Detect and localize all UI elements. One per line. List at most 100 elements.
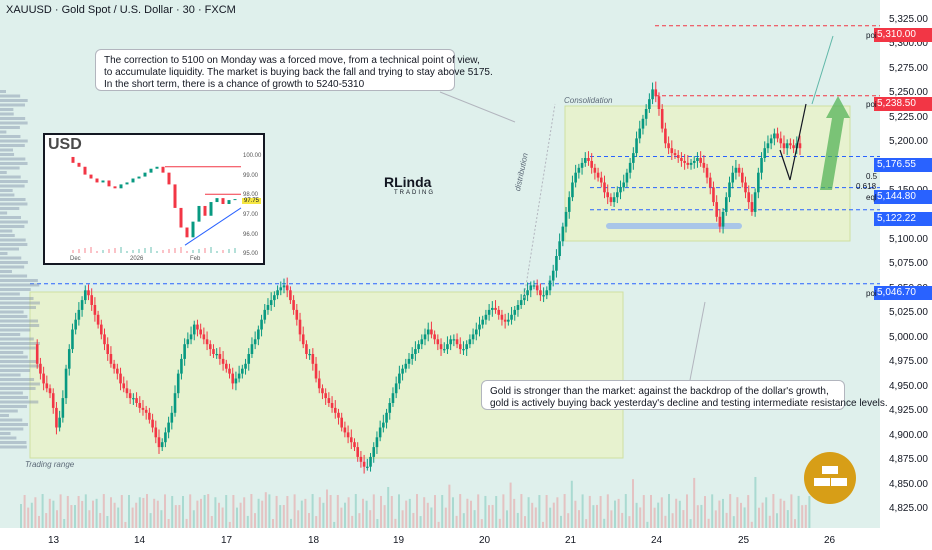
analysis-callout-bottom[interactable]: Gold is stronger than the market: agains… [481,380,888,410]
volume-bar [347,497,350,528]
volume-bar [279,505,282,528]
candle-body [420,339,424,345]
trading-range-label: Trading range [25,460,75,469]
callout-line: The correction to 5100 on Monday was a f… [104,55,480,66]
analysis-callout-top[interactable]: The correction to 5100 on Monday was a f… [95,49,493,91]
volume-bar [171,495,174,528]
volume-bar [531,502,534,528]
volume-bar [264,492,267,528]
volume-bar [110,497,112,528]
inset-volume-bar [222,250,224,253]
volume-bar [776,513,778,528]
candle-body [39,363,42,374]
volume-bar [254,513,256,528]
volume-profile-bar [0,310,24,314]
candle-body [253,339,257,345]
volume-bar [696,505,699,528]
volume-bar [380,495,382,528]
volume-bar [246,515,249,528]
inset-candle [83,166,87,175]
volume-profile-bar [0,175,21,179]
candle-body [116,368,119,374]
volume-bar [452,497,454,528]
candle-body [561,226,565,242]
volume-bar [149,513,152,528]
volume-bar [650,494,652,528]
volume-bar [45,513,48,528]
volume-bar [538,495,541,528]
inset-candle [149,168,153,173]
time-tick: 18 [308,535,320,546]
gold-bars-icon [804,452,856,504]
volume-bar [344,502,346,528]
target-path [811,35,834,105]
volume-profile-bar [0,270,12,273]
candle-body [388,403,392,413]
candle-body [228,368,231,374]
usd-inset-chart[interactable]: USD 100.00 99.00 98.00 97.00 96.00 95.00… [43,133,265,265]
volume-bar [567,513,570,528]
volume-bar [117,507,120,528]
volume-bar [750,521,753,528]
volume-bar [164,494,166,528]
volume-bar [160,510,163,528]
volume-profile-bar [0,265,25,269]
candle-body [289,290,292,301]
candle-body [519,300,523,305]
distribution-line [523,103,556,299]
volume-bar [66,495,69,528]
inset-price-label: 97.75 [242,198,262,204]
volume-bar [63,518,66,528]
volume-bar [77,495,80,528]
candle-body [285,285,289,291]
volume-bar [182,496,184,528]
price-tick: 5,075.00 [889,258,928,269]
volume-bar [257,498,260,528]
volume-bar [401,510,404,528]
candle-body [580,162,584,168]
candle-body [507,319,510,322]
poi-tag: poi [866,100,877,109]
candle-body [176,373,180,394]
price-tick: 5,250.00 [889,87,928,98]
candle-body [692,160,696,163]
candle-body [80,300,84,310]
inset-volume-bar [144,248,146,253]
candle-body [189,334,193,340]
candle-body [305,344,308,354]
candle-body [494,307,497,310]
inset-y-tick: 97.00 [243,212,259,218]
candle-body [654,89,658,97]
candle-body [308,354,311,356]
price-tick: 5,225.00 [889,112,928,123]
candle-body [292,300,295,310]
candle-body [555,256,558,271]
candle-body [513,309,517,315]
candle-body [151,419,154,428]
candle-body [423,334,427,340]
price-label-5176: 5,176.55 [874,158,932,172]
volume-bar [95,498,98,528]
candle-body [510,314,513,320]
candle-body [705,167,709,178]
volume-bar [747,495,750,528]
candle-body [680,158,683,161]
inset-volume-bar [168,249,170,253]
volume-profile-bar [0,378,35,381]
candle-body [785,143,789,149]
candle-body [192,324,196,335]
candle-body [644,109,648,119]
price-label-5144: 5,144.80 [874,190,932,204]
candle-body [394,383,398,394]
volume-profile-bar [0,360,39,363]
volume-bar [383,505,386,528]
candle-body [298,319,302,335]
candle-body [221,358,225,364]
volume-bar [556,497,559,528]
volume-bar [664,515,667,528]
volume-bar [48,498,51,528]
volume-profile-bar [0,355,28,359]
candle-body [753,192,757,212]
